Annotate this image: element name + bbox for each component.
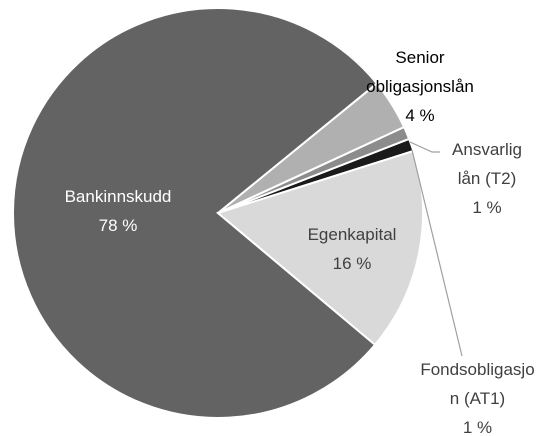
slice-label: Senior obligasjonslån 4 % — [345, 43, 495, 130]
value-label: 78 % — [98, 216, 138, 235]
value-label: 1 % — [462, 418, 493, 436]
slice-label: Ansvarlig lån (T2) 1 % — [440, 135, 534, 222]
value-label: 4 % — [405, 106, 435, 125]
category-label: Ansvarlig lån (T2) — [452, 140, 522, 188]
pie-slice — [215, 149, 424, 347]
category-label: Bankinnskudd — [64, 187, 172, 206]
slice-label: Bankinnskudd 78 % — [48, 182, 188, 240]
pie-slice — [12, 7, 379, 419]
slice-label: Egenkapital 16 % — [286, 220, 418, 278]
category-label: Egenkapital — [307, 225, 397, 244]
leader-line — [411, 149, 463, 357]
leader-line — [409, 141, 440, 153]
category-label: Fondsobligasjon (AT1) — [420, 360, 535, 408]
value-label: 1 % — [472, 198, 502, 217]
value-label: 16 % — [332, 254, 372, 273]
category-label: Senior obligasjonslån — [366, 48, 474, 96]
slice-label: Fondsobligasjon (AT1) 1 % — [420, 355, 535, 436]
